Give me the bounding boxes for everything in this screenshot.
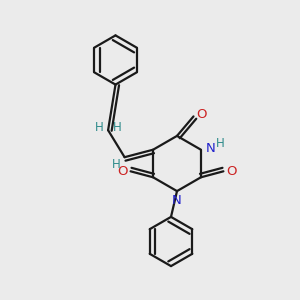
Text: O: O — [226, 165, 236, 178]
Text: N: N — [206, 142, 215, 155]
Text: O: O — [118, 165, 128, 178]
Text: N: N — [172, 194, 182, 207]
Text: H: H — [113, 121, 122, 134]
Text: H: H — [215, 136, 224, 150]
Text: H: H — [95, 121, 103, 134]
Text: O: O — [196, 108, 207, 121]
Text: H: H — [112, 158, 121, 171]
